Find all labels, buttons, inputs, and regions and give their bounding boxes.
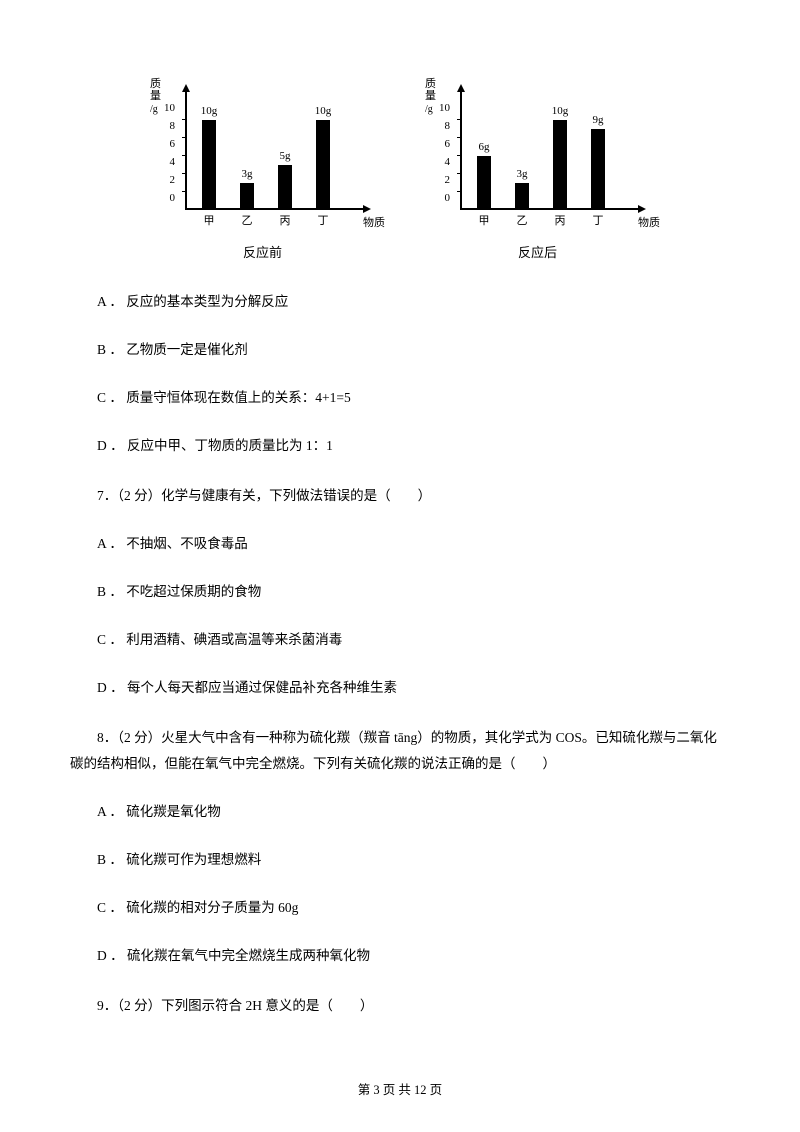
bar-丙 <box>278 165 292 210</box>
q7-option-a: A ． 不抽烟、不吸食毒品 <box>70 533 730 556</box>
bar-category-label: 丁 <box>593 212 604 228</box>
bar-category-label: 甲 <box>479 212 490 228</box>
bar-category-label: 丙 <box>280 212 291 228</box>
bar-value-label: 5g <box>280 150 291 162</box>
chart-before: 质量/g物质024681010g甲3g乙5g丙10g丁 反应前 <box>140 70 385 261</box>
chart-after-caption: 反应后 <box>415 242 660 261</box>
bar-甲 <box>202 120 216 210</box>
q9-stem: 9．（2 分）下列图示符合 2H 意义的是（ ） <box>70 993 730 1019</box>
bar-value-label: 10g <box>201 105 218 117</box>
bar-category-label: 乙 <box>517 212 528 228</box>
q8-option-c: C ． 硫化羰的相对分子质量为 60g <box>70 897 730 920</box>
q7-stem: 7．（2 分）化学与健康有关，下列做法错误的是（ ） <box>70 483 730 509</box>
bar-丁 <box>591 129 605 210</box>
q6-option-a: A ． 反应的基本类型为分解反应 <box>70 291 730 314</box>
bar-乙 <box>240 183 254 210</box>
q8-option-b: B ． 硫化羰可作为理想燃料 <box>70 849 730 872</box>
bar-value-label: 3g <box>517 168 528 180</box>
q8-option-a: A ． 硫化羰是氧化物 <box>70 801 730 824</box>
bar-甲 <box>477 156 491 210</box>
chart-after: 质量/g物质02468106g甲3g乙10g丙9g丁 反应后 <box>415 70 660 261</box>
q7-option-c: C ． 利用酒精、碘酒或高温等来杀菌消毒 <box>70 629 730 652</box>
bar-category-label: 丙 <box>555 212 566 228</box>
q7-option-d: D ． 每个人每天都应当通过保健品补充各种维生素 <box>70 677 730 700</box>
q6-option-c: C ． 质量守恒体现在数值上的关系：4+1=5 <box>70 387 730 410</box>
q8-option-d: D ． 硫化羰在氧气中完全燃烧生成两种氧化物 <box>70 945 730 968</box>
bar-乙 <box>515 183 529 210</box>
bar-丙 <box>553 120 567 210</box>
bar-value-label: 9g <box>593 114 604 126</box>
chart-before-caption: 反应前 <box>140 242 385 261</box>
charts-row: 质量/g物质024681010g甲3g乙5g丙10g丁 反应前 质量/g物质02… <box>70 70 730 261</box>
bar-value-label: 6g <box>479 141 490 153</box>
bar-category-label: 甲 <box>204 212 215 228</box>
bar-丁 <box>316 120 330 210</box>
bar-value-label: 10g <box>552 105 569 117</box>
bar-category-label: 乙 <box>242 212 253 228</box>
page-footer: 第 3 页 共 12 页 <box>0 1079 800 1098</box>
q8-stem: 8．（2 分）火星大气中含有一种称为硫化羰（羰音 tāng）的物质，其化学式为 … <box>70 725 730 776</box>
page-content: 质量/g物质024681010g甲3g乙5g丙10g丁 反应前 质量/g物质02… <box>0 0 800 1019</box>
bar-value-label: 3g <box>242 168 253 180</box>
q6-option-d: D ． 反应中甲、丁物质的质量比为 1：1 <box>70 435 730 458</box>
bar-category-label: 丁 <box>318 212 329 228</box>
bar-value-label: 10g <box>315 105 332 117</box>
q6-option-b: B ． 乙物质一定是催化剂 <box>70 339 730 362</box>
q7-option-b: B ． 不吃超过保质期的食物 <box>70 581 730 604</box>
